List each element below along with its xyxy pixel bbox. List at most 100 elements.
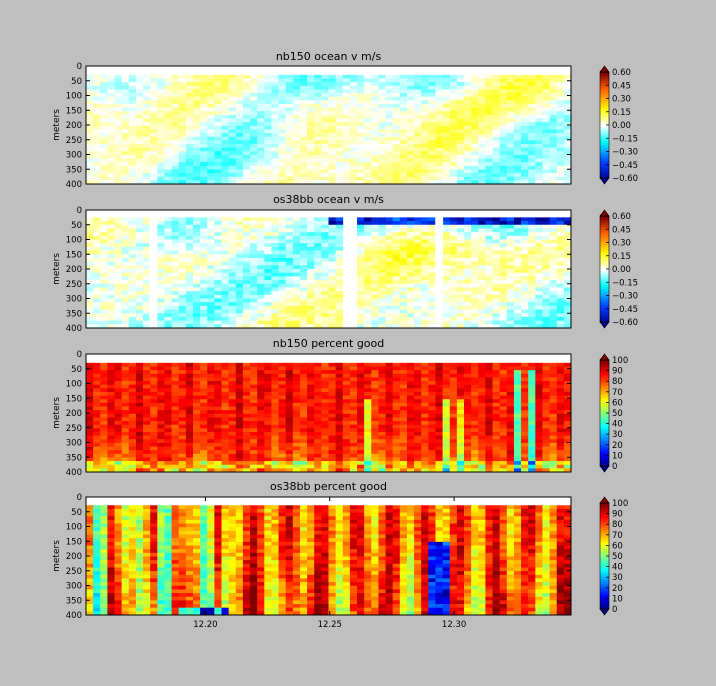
heatmap-cell <box>214 381 222 386</box>
heatmap-cell <box>506 82 515 87</box>
colorbar-segment <box>600 254 609 258</box>
heatmap-cell <box>207 235 215 240</box>
heatmap-cell <box>499 287 508 292</box>
heatmap-cell <box>485 107 493 112</box>
colorbar-segment <box>600 144 609 147</box>
heatmap-cell <box>385 298 394 303</box>
heatmap-cell <box>135 370 144 375</box>
heatmap-cell <box>157 428 165 433</box>
heatmap-cell <box>100 96 108 101</box>
heatmap-cell <box>250 158 258 163</box>
colorbar-tick-label: −0.45 <box>612 161 638 171</box>
heatmap-cell <box>285 221 294 226</box>
heatmap-cell <box>421 294 429 299</box>
heatmap-cell <box>406 158 415 163</box>
heatmap-cell <box>299 147 308 152</box>
heatmap-cell <box>100 165 108 170</box>
heatmap-cell <box>414 313 422 318</box>
heatmap-cell <box>221 280 230 285</box>
colorbar-segment <box>600 116 609 119</box>
heatmap-cell <box>421 302 429 307</box>
heatmap-cell <box>192 147 201 152</box>
heatmap-cell <box>563 313 572 318</box>
heatmap-cell <box>164 402 172 407</box>
heatmap-cell <box>464 173 472 178</box>
heatmap-cell <box>257 158 265 163</box>
heatmap-cell <box>371 111 379 116</box>
heatmap-cell <box>371 305 379 310</box>
heatmap-cell <box>456 114 465 119</box>
heatmap-cell <box>307 162 315 167</box>
heatmap-cell <box>307 243 315 248</box>
heatmap-cell <box>100 147 108 152</box>
heatmap-cell <box>378 82 386 87</box>
heatmap-cell <box>192 283 201 288</box>
heatmap-cell <box>107 129 115 134</box>
heatmap-cell <box>406 100 415 105</box>
heatmap-cell <box>478 316 486 322</box>
heatmap-cell <box>478 243 486 248</box>
heatmap-cell <box>143 305 151 310</box>
heatmap-cell <box>164 309 172 314</box>
heatmap-cell <box>121 283 130 288</box>
colorbar-segment <box>600 126 609 130</box>
heatmap-cell <box>128 399 137 404</box>
heatmap-cell <box>114 298 123 303</box>
heatmap-cell <box>264 176 272 181</box>
heatmap-cell <box>121 221 130 226</box>
heatmap-cell <box>314 93 322 98</box>
heatmap-cell <box>563 176 572 181</box>
heatmap-cell <box>449 298 458 303</box>
heatmap-cell <box>257 294 265 299</box>
heatmap-cell <box>200 366 208 371</box>
heatmap-cell <box>264 107 272 112</box>
heatmap-cell <box>185 424 194 429</box>
heatmap-cell <box>221 158 230 163</box>
heatmap-cell <box>506 107 515 112</box>
heatmap-cell <box>399 143 408 149</box>
heatmap-cell <box>392 78 401 83</box>
heatmap-cell <box>221 85 230 90</box>
heatmap-cell <box>264 381 272 386</box>
heatmap-cell <box>535 93 543 98</box>
heatmap-cell <box>192 377 201 382</box>
heatmap-cell <box>185 261 194 266</box>
heatmap-cell <box>242 468 251 473</box>
heatmap-cell <box>93 89 101 94</box>
heatmap-cell <box>250 261 258 266</box>
heatmap-cell <box>207 431 215 437</box>
heatmap-cell <box>157 453 165 458</box>
heatmap-cell <box>257 180 265 185</box>
heatmap-cell <box>449 239 458 244</box>
heatmap-cell <box>521 228 529 233</box>
colorbar-segment <box>600 265 609 268</box>
heatmap-cell <box>271 85 279 90</box>
heatmap-cell <box>114 173 123 178</box>
heatmap-cell <box>271 291 279 296</box>
heatmap-cell <box>214 133 222 138</box>
heatmap-cell <box>449 111 458 116</box>
heatmap-cell <box>485 250 493 255</box>
heatmap-cell <box>207 424 215 429</box>
heatmap-cell <box>542 111 550 116</box>
heatmap-cell <box>521 291 529 296</box>
heatmap-cell <box>528 96 536 101</box>
heatmap-cell <box>392 147 401 152</box>
heatmap-cell <box>421 82 429 87</box>
heatmap-cell <box>378 118 386 123</box>
heatmap-cell <box>271 283 279 288</box>
heatmap-cell <box>121 424 130 429</box>
heatmap-cell <box>214 294 222 299</box>
heatmap-cell <box>107 309 115 314</box>
heatmap-cell <box>150 413 158 418</box>
heatmap-cell <box>299 217 308 222</box>
heatmap-cell <box>385 89 394 94</box>
heatmap-cell <box>150 428 158 433</box>
heatmap-cell <box>414 133 422 138</box>
heatmap-cell <box>128 74 137 79</box>
heatmap-cell <box>107 125 115 130</box>
heatmap-cell <box>207 391 215 396</box>
heatmap-cell <box>285 272 294 277</box>
heatmap-cell <box>143 362 151 367</box>
heatmap-cell <box>542 276 550 281</box>
